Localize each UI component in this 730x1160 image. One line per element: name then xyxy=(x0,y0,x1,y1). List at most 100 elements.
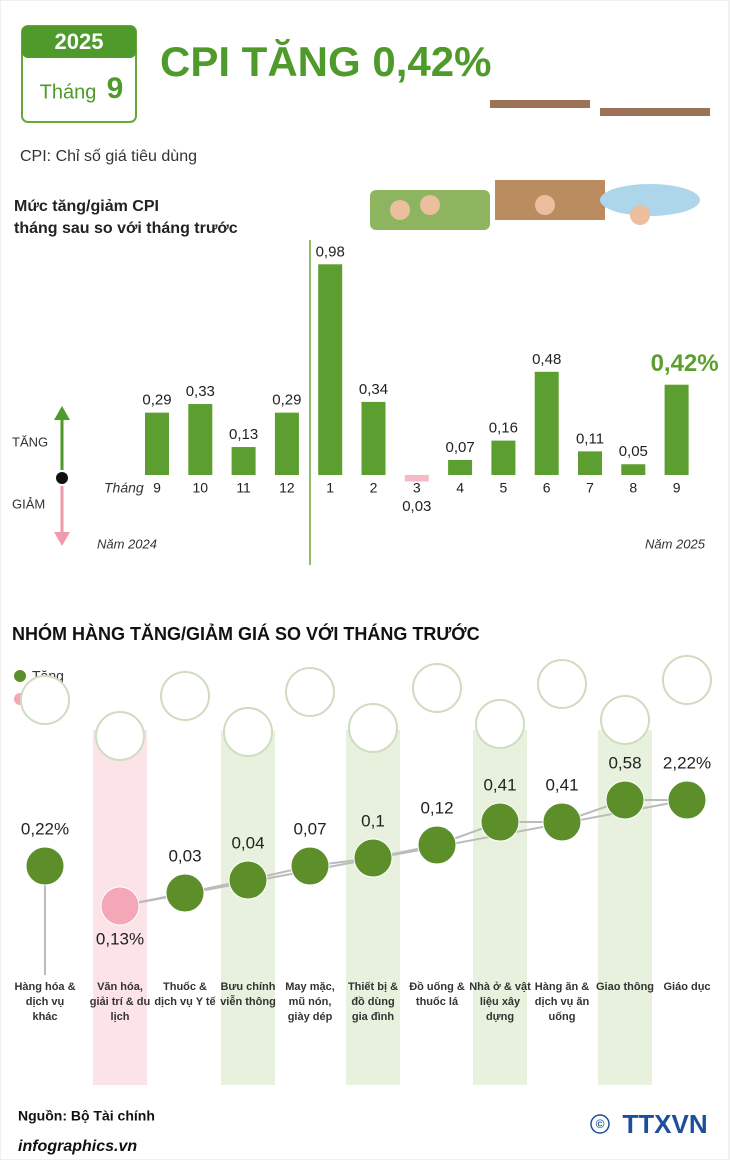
value-label: 0,03 xyxy=(168,846,201,865)
chart-title: NHÓM HÀNG TĂNG/GIẢM GIÁ SO VỚI THÁNG TRƯ… xyxy=(12,623,480,644)
icon xyxy=(475,699,525,749)
bar xyxy=(361,401,386,475)
category-label: Bưu chính viễn thông xyxy=(220,981,276,1008)
title: CPI TĂNG 0,42% xyxy=(160,38,491,85)
chart-title: tháng sau so với tháng trước xyxy=(14,220,238,237)
column-band xyxy=(221,730,275,1085)
dot xyxy=(417,825,457,865)
bar xyxy=(664,384,689,475)
dot xyxy=(165,873,205,913)
down-arrow-head xyxy=(54,532,70,546)
chart-title: Mức tăng/giảm CPI xyxy=(14,198,159,215)
value-label: 0,13 xyxy=(229,426,258,443)
value-label: 0,48 xyxy=(532,351,561,368)
bar xyxy=(404,475,429,482)
x-tick-label: 11 xyxy=(236,480,251,496)
value-label: 0,07 xyxy=(445,439,474,456)
dot xyxy=(25,846,65,886)
category-label: Văn hóa, giải trí & du lịch xyxy=(89,981,151,1023)
category-label: Nhà ở & vật liệu xây dựng xyxy=(469,981,531,1023)
icon xyxy=(348,703,398,753)
value-label: 0,34 xyxy=(359,381,388,398)
value-label: 0,13% xyxy=(96,929,144,948)
x-tick-label: 4 xyxy=(456,480,464,496)
x-tick-label: 3 xyxy=(413,480,421,496)
dot xyxy=(100,886,140,926)
legend-down: GIẢM xyxy=(12,496,45,511)
subtitle: CPI: Chỉ số giá tiêu dùng xyxy=(20,148,197,165)
icon xyxy=(160,671,210,721)
icon xyxy=(537,659,587,709)
category-label: Hàng ăn & dịch vụ ăn uống xyxy=(534,981,590,1023)
category-label: Giáo dục xyxy=(663,981,711,993)
connector xyxy=(119,799,688,907)
category-label: Giao thông xyxy=(595,981,655,993)
value-label: 0,12 xyxy=(420,798,453,817)
site: infographics.vn xyxy=(18,1138,137,1155)
value-label: 0,05 xyxy=(619,443,648,460)
year: 2025 xyxy=(55,29,104,54)
value-label: 0,11 xyxy=(576,430,604,447)
value-label: 0,1 xyxy=(361,811,385,830)
calendar-top xyxy=(22,26,136,58)
bar xyxy=(448,459,473,475)
x-tick-label: 5 xyxy=(500,480,508,496)
x-tick-label: 1 xyxy=(326,480,334,496)
value-label: 0,42% xyxy=(651,350,719,377)
icon xyxy=(600,695,650,745)
dot xyxy=(228,860,268,900)
bar xyxy=(188,404,213,475)
icon xyxy=(223,707,273,757)
category-label: Hàng hóa & dịch vụ khác xyxy=(14,981,76,1023)
bar xyxy=(578,451,602,475)
source: Nguồn: Bộ Tài chính xyxy=(18,1108,155,1124)
bar xyxy=(145,412,169,475)
value-label: 0,16 xyxy=(489,420,518,437)
x-tick-label: 6 xyxy=(543,480,551,496)
value-label: 0,03 xyxy=(402,498,431,515)
market-illustration xyxy=(370,100,710,230)
icon xyxy=(95,711,145,761)
x-tick-label: 7 xyxy=(586,480,594,496)
icon xyxy=(662,655,712,705)
category-label: Thiết bị & đồ dùng gia đình xyxy=(347,981,399,1023)
value-label: 0,29 xyxy=(142,392,171,409)
connector xyxy=(119,799,687,907)
value-label: 0,07 xyxy=(293,819,326,838)
bar xyxy=(534,371,559,475)
bar xyxy=(274,412,299,475)
x-tick-label: 10 xyxy=(193,480,209,496)
bar xyxy=(231,447,256,475)
month: 9 xyxy=(107,72,124,105)
value-label: 2,22% xyxy=(663,753,711,772)
year-label: Năm 2025 xyxy=(645,536,706,551)
x-tick-label: 9 xyxy=(153,480,161,496)
dot xyxy=(605,780,645,820)
x-tick-label: 2 xyxy=(370,480,378,496)
copyright: © xyxy=(596,1117,605,1131)
zero-dot xyxy=(56,472,68,484)
legend-up: TĂNG xyxy=(12,434,48,449)
up-arrow-head xyxy=(54,406,70,420)
value-label: 0,04 xyxy=(231,833,264,852)
dot xyxy=(667,780,707,820)
month-label: Tháng xyxy=(40,81,97,103)
legend-dot xyxy=(14,670,26,682)
bar xyxy=(491,440,516,475)
value-label: 0,41 xyxy=(545,775,578,794)
bar xyxy=(318,264,343,475)
value-label: 0,98 xyxy=(316,243,345,260)
value-label: 0,33 xyxy=(186,383,215,400)
logo: TTXVN xyxy=(622,1109,707,1139)
icon xyxy=(285,667,335,717)
x-tick-label: 8 xyxy=(629,480,637,496)
value-label: 0,22% xyxy=(21,819,69,838)
x-tick-label: 12 xyxy=(279,480,295,496)
copyright-ring xyxy=(590,1114,610,1134)
icon xyxy=(20,675,70,725)
value-label: 0,58 xyxy=(608,753,641,772)
dot xyxy=(480,802,520,842)
icon xyxy=(412,663,462,713)
